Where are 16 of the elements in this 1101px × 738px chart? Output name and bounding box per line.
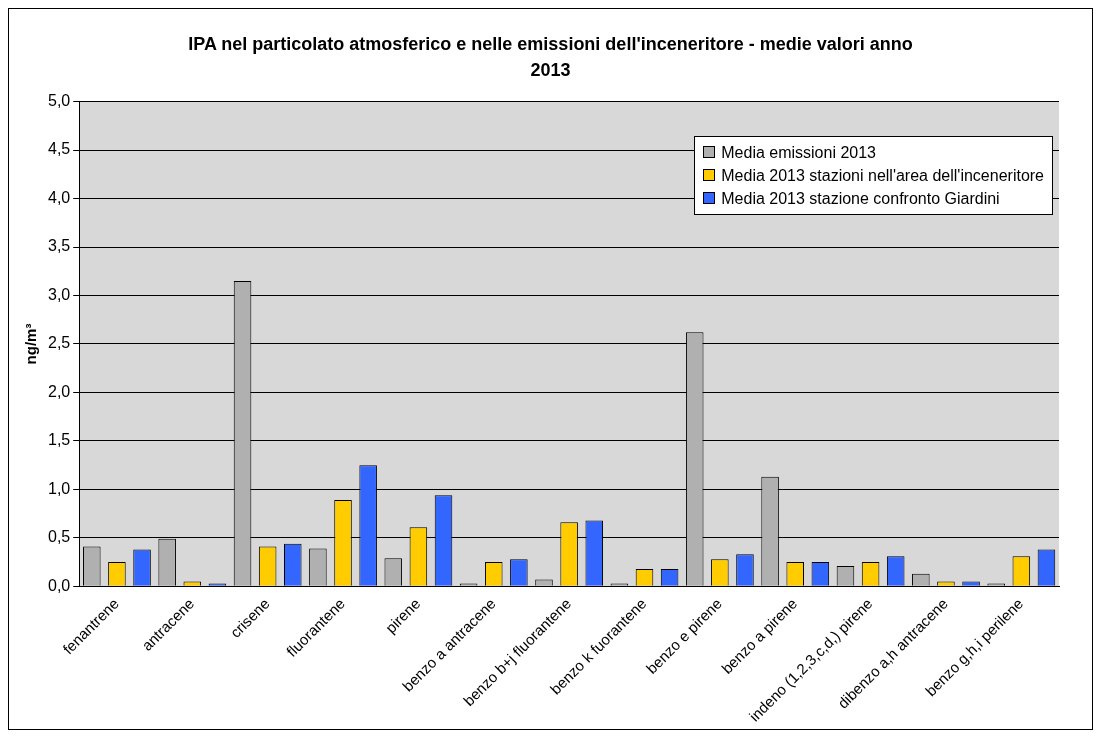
y-tick-label: 4,0 bbox=[47, 188, 71, 206]
y-tick-label: 1,5 bbox=[47, 431, 71, 449]
y-tick-label: 2,5 bbox=[47, 334, 71, 352]
y-tick-label: 0,5 bbox=[47, 528, 71, 546]
y-tick-label: 5,0 bbox=[47, 92, 71, 110]
y-tick-label: 0,0 bbox=[47, 576, 71, 594]
legend-label: Media emissioni 2013 bbox=[721, 142, 876, 163]
y-tick-label: 1,0 bbox=[47, 479, 71, 497]
legend-label: Media 2013 stazioni nell'area dell'inceneritore bbox=[721, 165, 1044, 186]
chart-title: IPA nel particolato atmosferico e nelle emissioni dell'inceneritore - medie valori anno 2013 bbox=[187, 33, 914, 82]
y-axis-title: ng/m³ bbox=[22, 323, 40, 365]
y-tick-label: 3,5 bbox=[47, 237, 71, 255]
y-tick-label: 3,0 bbox=[47, 285, 71, 303]
y-tick-label: 2,0 bbox=[47, 382, 71, 400]
legend-label: Media 2013 stazione confronto Giardini bbox=[721, 188, 1000, 209]
y-tick-label: 4,5 bbox=[47, 140, 71, 158]
